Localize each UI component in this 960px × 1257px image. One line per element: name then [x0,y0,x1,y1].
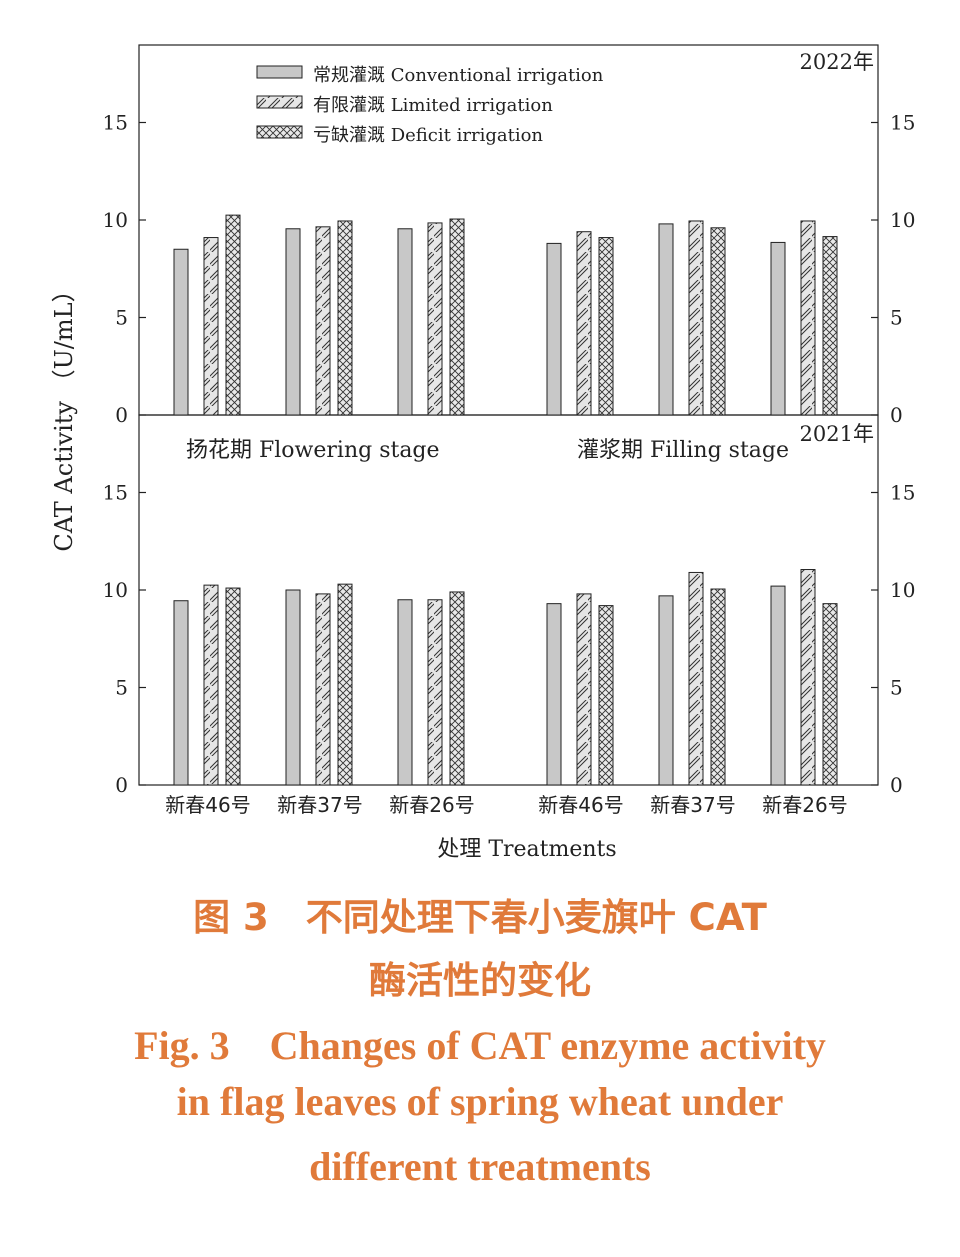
bar-2022-limited [315,226,331,416]
bar-2021-limited [688,571,704,786]
bar-2021-limited [576,593,592,786]
x-tick-label: 新春37号 [277,793,362,817]
bar-2021-conventional [546,603,562,786]
bar-2022-limited [688,220,704,416]
bar-2021-limited [203,584,219,786]
bar-2021-limited [800,569,816,786]
bar-2021-deficit [449,591,465,786]
y-tick-label-left: 15 [103,481,128,505]
bar-2022-conventional [546,242,562,416]
bar-2021-limited [427,599,443,786]
bar-2022-deficit [337,220,353,416]
legend-label-deficit: 亏缺灌溉 Deficit irrigation [313,125,543,146]
bar-2021-deficit [225,587,241,786]
bar-2022-limited [427,222,443,416]
y-tick-label-right: 5 [890,676,903,700]
x-tick-label: 新春46号 [538,793,623,817]
y-tick-label-right: 0 [890,403,903,427]
legend-swatch-hatch [256,95,303,109]
bar-2022-deficit [225,214,241,416]
bar-2022-limited [576,231,592,416]
x-axis-label: 处理 Treatments [437,837,616,862]
legend-swatch-crosshatch [256,125,303,139]
legend: 常规灌溉 Conventional irrigation 有限灌溉 Limite… [256,65,604,146]
y-tick-label-left: 15 [103,111,128,135]
bar-2022-conventional [658,223,674,416]
bar-2021-deficit [710,588,726,786]
y-tick-label-left: 5 [115,306,128,330]
bar-2022-conventional [397,228,413,416]
bar-2021-limited [315,593,331,786]
y-tick-label-right: 15 [890,481,915,505]
y-tick-label-left: 0 [115,773,128,797]
y-tick-label-right: 10 [890,208,915,232]
y-tick-label-left: 5 [115,676,128,700]
bar-2022-limited [203,237,219,416]
stage-label-filling: 灌浆期 Filling stage [577,438,789,463]
y-tick-label-right: 15 [890,111,915,135]
bar-2021-deficit [598,605,614,786]
y-tick-label-left: 10 [103,578,128,602]
y-tick-label-left: 10 [103,208,128,232]
bar-2021-conventional [173,600,189,786]
legend-swatch-solid [256,65,303,79]
bar-2022-deficit [598,237,614,416]
caption-cn-line1: 图 3 不同处理下春小麦旗叶 CAT [193,896,767,939]
bar-2021-deficit [822,603,838,786]
bar-2021-conventional [770,585,786,786]
year-label-2021: 2021年 [800,422,874,446]
y-tick-label-right: 5 [890,306,903,330]
y-tick-label-right: 10 [890,578,915,602]
bar-2022-deficit [822,236,838,416]
cat-activity-chart: 0 0 5 5 10 10 15 15 0 0 5 5 10 10 15 15 新春46号 新春37号 新春26号 新… [50,44,915,862]
year-label-2022: 2022年 [800,50,874,74]
bar-2022-conventional [770,241,786,416]
x-tick-label: 新春37号 [650,793,735,817]
bar-2022-deficit [449,218,465,416]
bar-2021-conventional [285,589,301,786]
legend-label-limited: 有限灌溉 Limited irrigation [313,95,553,116]
x-tick-label: 新春26号 [762,793,847,817]
bar-2021-conventional [658,595,674,786]
bar-2022-conventional [173,248,189,416]
caption-en-line2: in flag leaves of spring wheat under [176,1079,784,1124]
y-axis-label: CAT Activity （U/mL） [50,278,78,551]
x-tick-label: 新春46号 [165,793,250,817]
panel-frame-2021 [138,414,879,786]
bar-2022-deficit [710,227,726,416]
caption-en-line3: different treatments [309,1144,651,1189]
bar-2021-deficit [337,583,353,786]
y-tick-label-left: 0 [115,403,128,427]
y-tick-label-right: 0 [890,773,903,797]
bar-2022-limited [800,220,816,416]
stage-label-flowering: 扬花期 Flowering stage [186,438,440,463]
caption-cn-line2: 酶活性的变化 [369,959,591,1002]
bar-2022-conventional [285,228,301,416]
bar-2021-conventional [397,599,413,786]
legend-label-conventional: 常规灌溉 Conventional irrigation [313,65,604,86]
caption-en-line1: Fig. 3 Changes of CAT enzyme activity [134,1023,826,1068]
x-tick-label: 新春26号 [389,793,474,817]
